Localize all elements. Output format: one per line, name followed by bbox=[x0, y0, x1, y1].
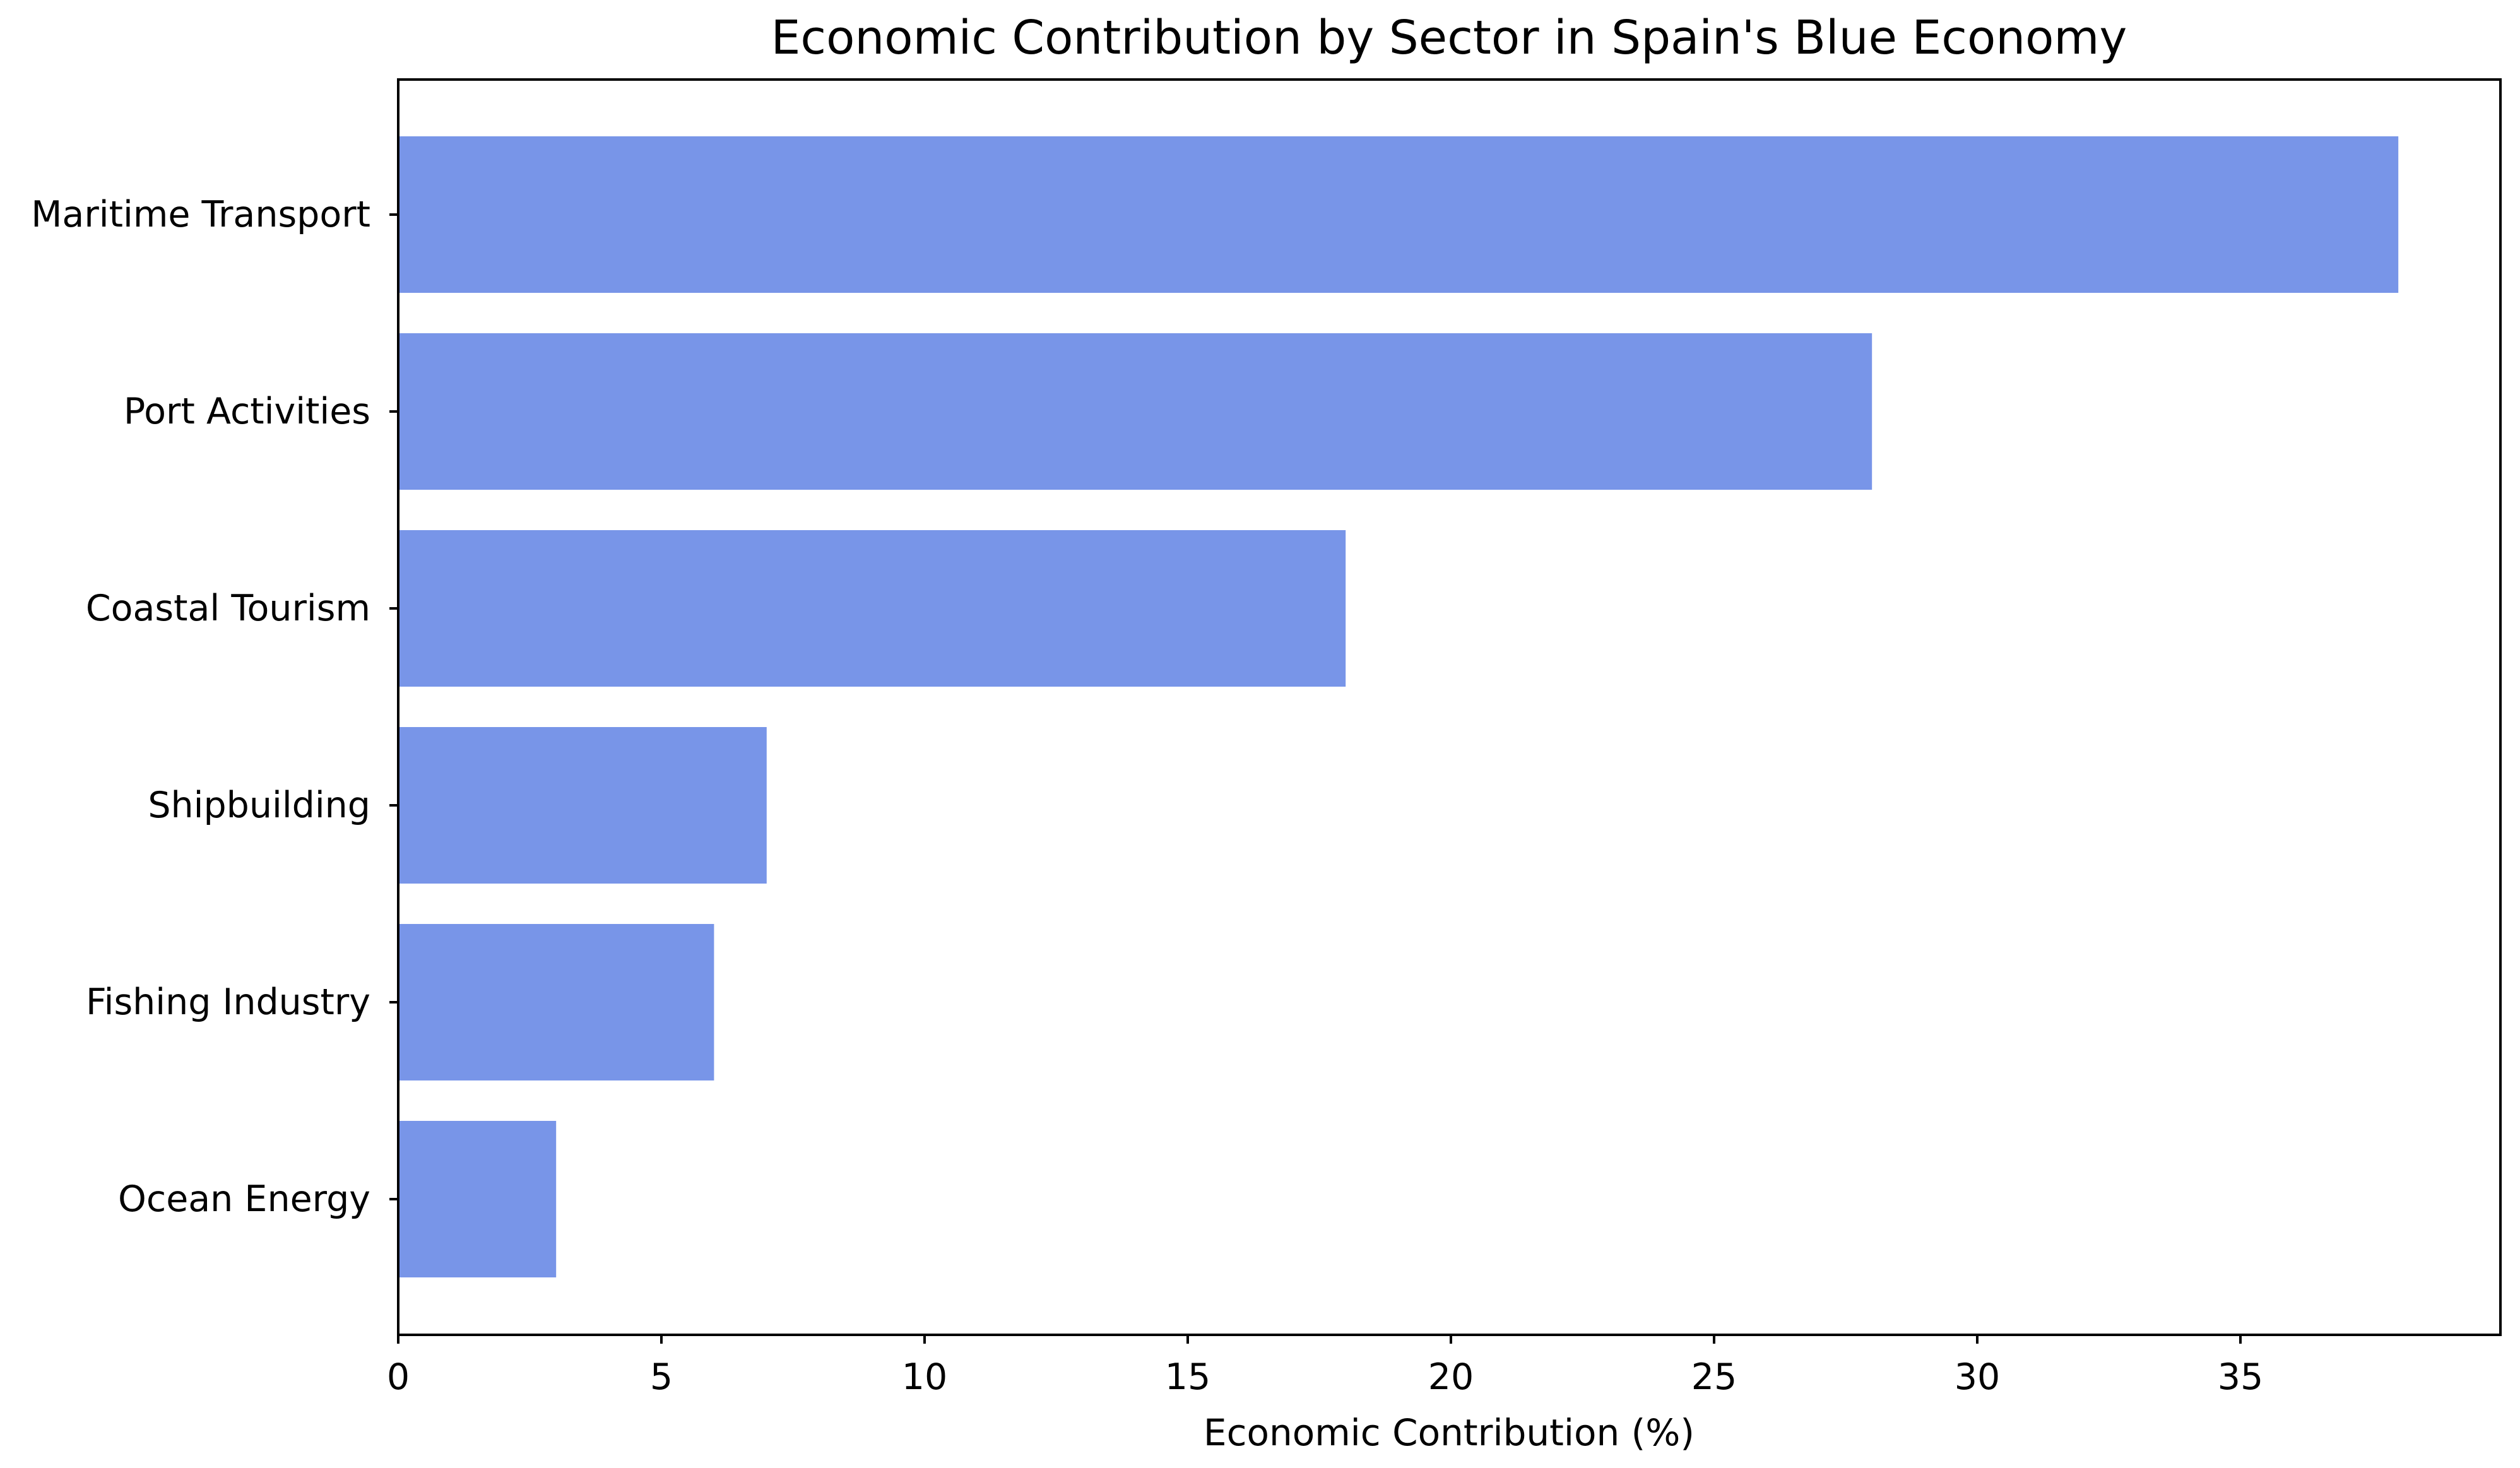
y-tick-label: Shipbuilding bbox=[148, 784, 370, 826]
x-tick-label: 5 bbox=[650, 1356, 673, 1398]
y-tick-label: Coastal Tourism bbox=[86, 588, 370, 629]
plot-frame bbox=[397, 78, 2502, 1336]
y-axis-ticks: Maritime Transport Port Activities Coastal… bbox=[31, 194, 398, 1220]
x-tick-label: 10 bbox=[902, 1356, 948, 1398]
bar bbox=[398, 136, 2399, 293]
bars-group bbox=[398, 136, 2399, 1277]
x-axis-label: Economic Contribution (%) bbox=[1204, 1411, 1695, 1454]
x-tick-label: 15 bbox=[1165, 1356, 1211, 1398]
y-tick-label: Fishing Industry bbox=[86, 981, 370, 1023]
bar bbox=[398, 924, 714, 1080]
y-tick-label: Maritime Transport bbox=[31, 194, 370, 235]
bar bbox=[398, 530, 1346, 687]
x-tick-label: 25 bbox=[1691, 1356, 1737, 1398]
x-tick-label: 20 bbox=[1428, 1356, 1474, 1398]
y-tick-label: Port Activities bbox=[124, 391, 370, 432]
chart-title: Economic Contribution by Sector in Spain… bbox=[771, 11, 2127, 65]
x-tick-label: 0 bbox=[387, 1356, 410, 1398]
x-tick-label: 35 bbox=[2218, 1356, 2264, 1398]
y-tick-label: Ocean Energy bbox=[118, 1178, 370, 1220]
bar bbox=[398, 1121, 557, 1277]
x-axis-ticks: 0 5 10 15 20 25 30 35 bbox=[387, 1335, 2263, 1398]
bar bbox=[398, 333, 1872, 490]
x-tick-label: 30 bbox=[1955, 1356, 2001, 1398]
bar bbox=[398, 727, 767, 884]
